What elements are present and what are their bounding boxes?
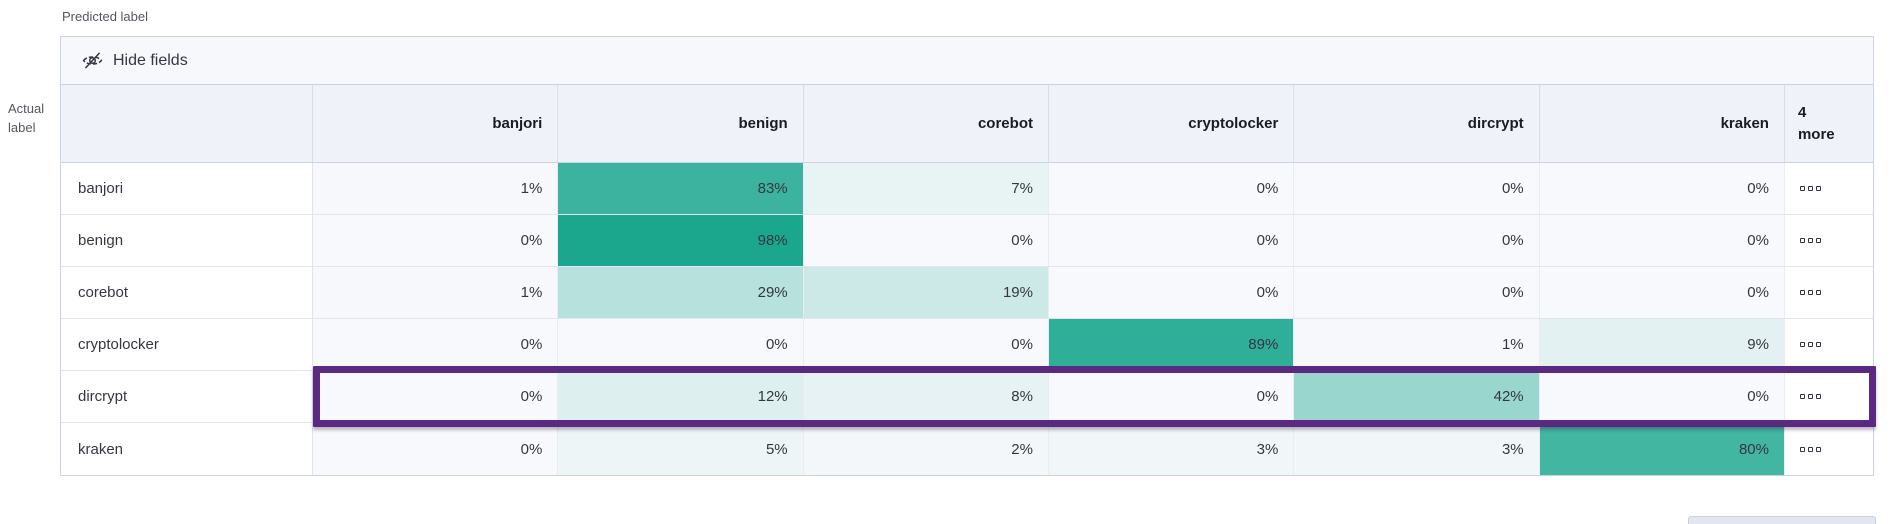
matrix-cell-corebot-dircrypt: 0% [1294,267,1540,318]
boxes-horizontal-icon[interactable] [1798,390,1823,403]
table-row-banjori: banjori 1% 83% 7% 0% 0% 0% [61,163,1873,215]
matrix-cell-kraken-kraken: 80% [1539,423,1785,475]
matrix-cell-banjori-kraken: 0% [1539,163,1785,214]
column-header-dircrypt[interactable]: dircrypt [1294,85,1540,162]
matrix-cell-kraken-cryptolocker: 3% [1048,423,1295,475]
matrix-cell-dircrypt-banjori: 0% [313,371,559,422]
table-row-kraken: kraken 0% 5% 2% 3% 3% 80% [61,423,1873,475]
matrix-cell-dircrypt-cryptolocker: 0% [1048,371,1295,422]
matrix-cell-benign-dircrypt: 0% [1294,215,1540,266]
matrix-cell-dircrypt-kraken: 0% [1539,371,1785,422]
matrix-cell-cryptolocker-corebot: 0% [803,319,1049,370]
matrix-cell-banjori-cryptolocker: 0% [1048,163,1295,214]
row-actions-cell [1784,319,1873,370]
matrix-cell-cryptolocker-benign: 0% [558,319,804,370]
column-header-banjori[interactable]: banjori [313,85,559,162]
boxes-horizontal-icon[interactable] [1798,234,1823,247]
row-label: kraken [61,423,313,475]
hide-fields-label: Hide fields [113,51,188,69]
matrix-cell-dircrypt-benign: 12% [558,371,804,422]
table-row-benign: benign 0% 98% 0% 0% 0% 0% [61,215,1873,267]
predicted-axis-label: Predicted label [62,9,148,24]
matrix-cell-corebot-kraken: 0% [1539,267,1785,318]
row-label: dircrypt [61,371,313,422]
column-header-cryptolocker[interactable]: cryptolocker [1049,85,1295,162]
boxes-horizontal-icon[interactable] [1798,182,1823,195]
table-row-cryptolocker: cryptolocker 0% 0% 0% 89% 1% 9% [61,319,1873,371]
matrix-cell-cryptolocker-kraken: 9% [1539,319,1785,370]
row-label: benign [61,215,313,266]
eye-closed-icon [82,50,103,71]
row-actions-cell [1784,371,1873,422]
matrix-cell-kraken-corebot: 2% [803,423,1049,475]
boxes-horizontal-icon[interactable] [1798,443,1823,456]
table-row-corebot: corebot 1% 29% 19% 0% 0% 0% [61,267,1873,319]
matrix-cell-corebot-benign: 29% [558,267,804,318]
row-actions-cell [1784,267,1873,318]
boxes-horizontal-icon[interactable] [1798,338,1823,351]
matrix-cell-dircrypt-corebot: 8% [803,371,1049,422]
more-count: 4 [1797,103,1807,121]
row-label: corebot [61,267,313,318]
column-header-benign[interactable]: benign [558,85,804,162]
matrix-cell-cryptolocker-banjori: 0% [313,319,559,370]
matrix-cell-benign-kraken: 0% [1539,215,1785,266]
matrix-cell-banjori-dircrypt: 0% [1294,163,1540,214]
row-actions-cell [1784,163,1873,214]
matrix-cell-banjori-benign: 83% [558,163,804,214]
matrix-cell-corebot-banjori: 1% [313,267,559,318]
hide-fields-button[interactable]: Hide fields [61,37,1873,85]
column-header-kraken[interactable]: kraken [1540,85,1785,162]
horizontal-scrollbar-thumb[interactable] [1688,516,1876,524]
row-actions-cell [1784,215,1873,266]
matrix-cell-benign-corebot: 0% [803,215,1049,266]
matrix-cell-benign-benign: 98% [558,215,804,266]
more-label: more [1797,125,1835,143]
table-row-dircrypt: dircrypt 0% 12% 8% 0% 42% 0% [61,366,1876,427]
boxes-horizontal-icon[interactable] [1798,286,1823,299]
row-label: banjori [61,163,313,214]
matrix-cell-cryptolocker-cryptolocker: 89% [1048,319,1295,370]
row-actions-cell [1784,423,1873,475]
matrix-cell-banjori-corebot: 7% [803,163,1049,214]
column-header-more[interactable]: 4 more [1785,85,1873,162]
corner-cell [61,85,313,162]
matrix-cell-benign-banjori: 0% [313,215,559,266]
header-row: banjori benign corebot cryptolocker dircrypt… [61,85,1873,163]
matrix-cell-dircrypt-dircrypt: 42% [1294,371,1540,422]
matrix-cell-kraken-dircrypt: 3% [1294,423,1540,475]
matrix-cell-kraken-banjori: 0% [313,423,559,475]
confusion-matrix-grid: Hide fields banjori benign corebot cryptolo… [60,36,1876,476]
matrix-cell-benign-cryptolocker: 0% [1048,215,1295,266]
row-label: cryptolocker [61,319,313,370]
matrix-cell-kraken-benign: 5% [558,423,804,475]
matrix-cell-banjori-banjori: 1% [313,163,559,214]
matrix-cell-cryptolocker-dircrypt: 1% [1294,319,1540,370]
matrix-cell-corebot-corebot: 19% [803,267,1049,318]
actual-axis-label: Actual label [8,101,45,135]
matrix-cell-corebot-cryptolocker: 0% [1048,267,1295,318]
column-header-corebot[interactable]: corebot [804,85,1049,162]
